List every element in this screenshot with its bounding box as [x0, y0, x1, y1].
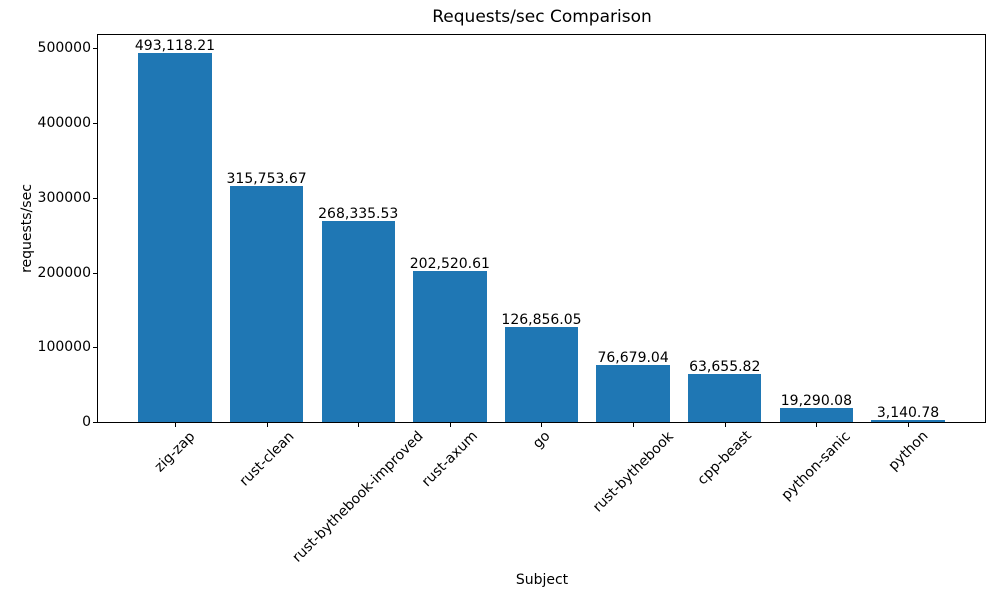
x-tick-label: rust-clean	[236, 428, 298, 490]
x-tick-mark	[725, 423, 726, 427]
x-axis-label: Subject	[515, 572, 569, 588]
y-tick-mark	[93, 347, 97, 348]
bar-value-label: 126,856.05	[501, 312, 582, 329]
bar-value-label: 315,753.67	[226, 170, 307, 187]
x-tick-mark	[267, 423, 268, 427]
x-tick-mark	[633, 423, 634, 427]
y-tick-mark	[93, 123, 97, 124]
bar-rust-clean	[229, 185, 304, 422]
y-tick-mark	[93, 273, 97, 274]
bar-rust-bythebook	[596, 364, 670, 422]
y-tick-mark	[93, 198, 97, 199]
x-tick-mark	[541, 423, 542, 427]
y-tick-label: 400000	[37, 115, 91, 132]
bar-value-label: 268,335.53	[318, 206, 399, 223]
x-tick-mark	[358, 423, 359, 427]
y-tick-mark	[93, 422, 97, 423]
y-tick-label: 300000	[37, 189, 91, 206]
y-tick-mark	[93, 48, 97, 49]
bar-value-label: 76,679.04	[597, 349, 669, 366]
bar-zig-zap	[138, 53, 212, 422]
bar-value-label: 3,140.78	[876, 404, 940, 421]
y-tick-label: 200000	[37, 264, 91, 281]
bar-rust-bythebook-improved	[321, 221, 395, 422]
x-tick-label: python-sanic	[778, 428, 855, 504]
x-tick-mark	[816, 423, 817, 427]
bar-value-label: 19,290.08	[780, 392, 853, 409]
x-tick-mark	[175, 423, 176, 427]
x-tick-label: rust-axum	[418, 428, 481, 491]
bar-rust-axum	[413, 270, 487, 422]
bar-value-label: 202,520.61	[409, 255, 490, 272]
bar-value-label: 493,118.21	[134, 38, 216, 55]
x-tick-label: rust-bythebook-improved	[289, 428, 427, 566]
y-tick-label: 500000	[37, 40, 91, 57]
bar-python-sanic	[779, 407, 854, 422]
x-tick-mark	[450, 423, 451, 427]
bar-go	[504, 327, 579, 422]
y-tick-label: 0	[82, 414, 91, 430]
x-tick-label: python	[885, 428, 931, 475]
bar-python	[871, 419, 945, 422]
x-tick-label: cpp-beast	[694, 428, 756, 489]
x-tick-label: zig-zap	[151, 428, 199, 475]
bar-value-label: 63,655.82	[689, 359, 761, 376]
x-tick-label: go	[529, 428, 554, 452]
bar-cpp-beast	[688, 374, 762, 422]
x-tick-mark	[908, 423, 909, 427]
y-tick-label: 100000	[37, 339, 91, 356]
chart-title: Requests/sec Comparison	[432, 7, 652, 27]
x-tick-label: rust-bythebook	[589, 428, 677, 516]
